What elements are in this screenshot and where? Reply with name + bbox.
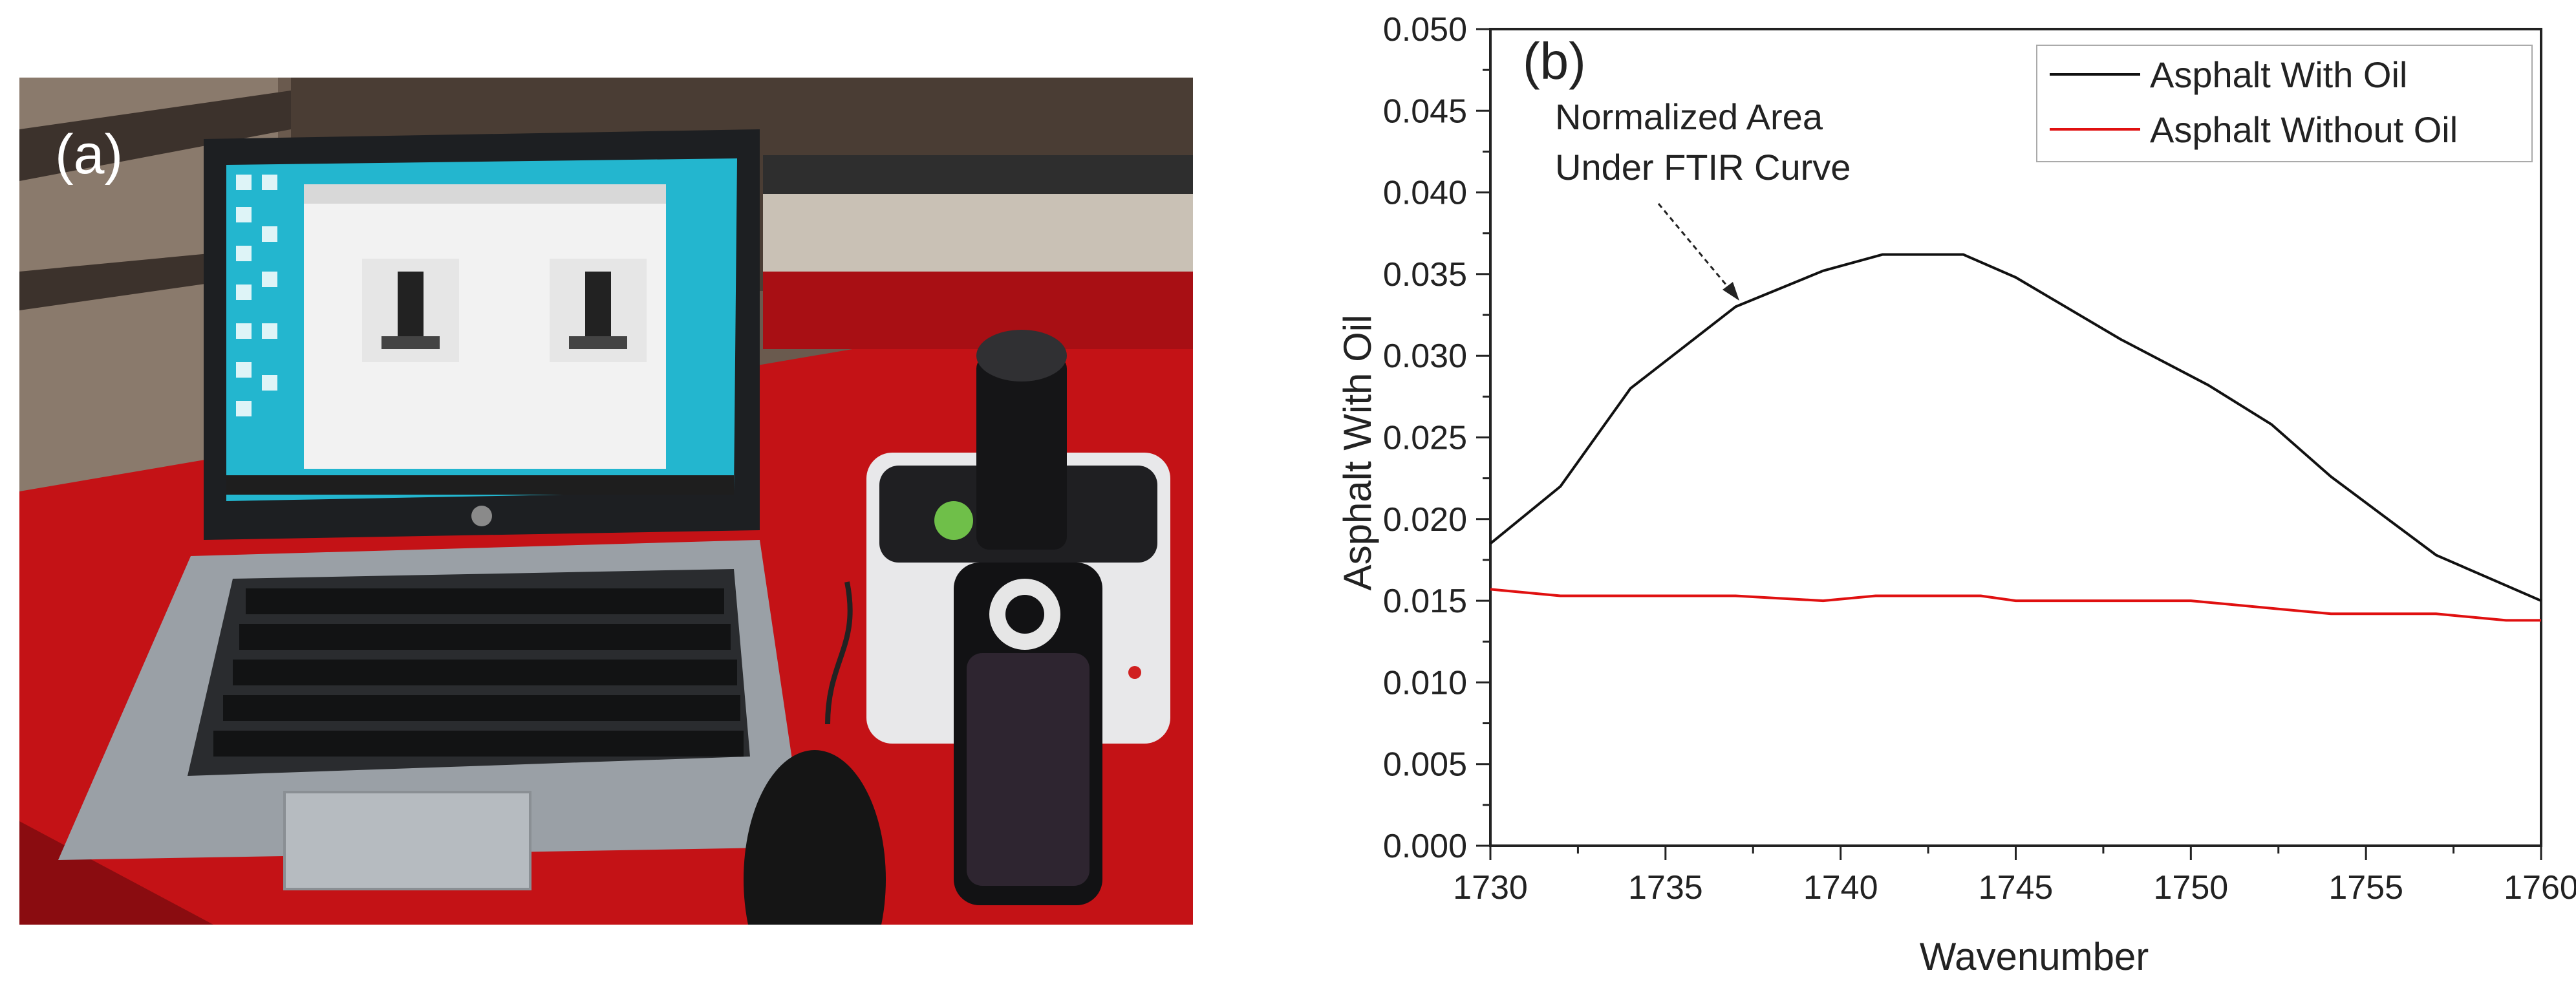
- y-tick-label: 0.005: [1383, 746, 1467, 784]
- x-tick-label: 1740: [1803, 869, 1878, 907]
- y-tick-label: 0.000: [1383, 828, 1467, 865]
- y-axis-title: Asphalt With Oil: [1336, 315, 1379, 591]
- mouse: [744, 581, 886, 925]
- legend-box: [2036, 45, 2533, 162]
- x-tick-label: 1755: [2328, 869, 2403, 907]
- ftir-chart: 0.000 0.005 0.010 0.015 0.020 0.025 0.030 0.035…: [1336, 11, 2576, 978]
- y-tick-label: 0.015: [1383, 583, 1467, 620]
- photo-panel-a: (a): [19, 78, 1193, 925]
- legend-label-without-oil: Asphalt Without Oil: [2150, 109, 2458, 150]
- y-tick-label: 0.040: [1383, 175, 1467, 212]
- chart-panel-b: 0.000 0.005 0.010 0.015 0.020 0.025 0.030 0.035…: [1293, 0, 2576, 988]
- laptop: [58, 129, 805, 890]
- x-tick-label: 1760: [2504, 869, 2576, 907]
- panel-label-a: (a): [55, 124, 123, 186]
- annotation-line-2: Under FTIR Curve: [1555, 147, 1851, 188]
- axis-ticks: 0.000 0.005 0.010 0.015 0.020 0.025 0.030 0.035…: [1383, 11, 2576, 907]
- series-line-without-oil: [1490, 588, 2541, 622]
- x-tick-label: 1745: [1979, 869, 2054, 907]
- series-line-with-oil: [1489, 253, 2542, 602]
- y-tick-label: 0.025: [1383, 420, 1467, 457]
- y-tick-label: 0.020: [1383, 501, 1467, 539]
- annotation-arrow-head: [1723, 282, 1739, 301]
- legend: Asphalt With Oil Asphalt Without Oil: [2036, 45, 2533, 162]
- y-tick-label: 0.050: [1383, 11, 1467, 48]
- x-axis-title: Wavenumber: [1920, 935, 2149, 978]
- x-tick-label: 1730: [1453, 869, 1528, 907]
- panel-label-b: (b): [1523, 32, 1586, 90]
- x-tick-label: 1750: [2153, 869, 2228, 907]
- ftir-spectrometer: [866, 330, 1170, 905]
- photo-illustration: [19, 78, 1193, 925]
- annotation-line-1: Normalized Area: [1555, 96, 1823, 137]
- series-lines: [1489, 253, 2542, 622]
- annotation-arrow-line: [1657, 203, 1741, 301]
- x-tick-label: 1735: [1628, 869, 1703, 907]
- y-tick-label: 0.010: [1383, 664, 1467, 702]
- y-tick-label: 0.030: [1383, 338, 1467, 375]
- legend-label-with-oil: Asphalt With Oil: [2150, 54, 2407, 95]
- y-tick-label: 0.045: [1383, 92, 1467, 130]
- y-tick-label: 0.035: [1383, 256, 1467, 294]
